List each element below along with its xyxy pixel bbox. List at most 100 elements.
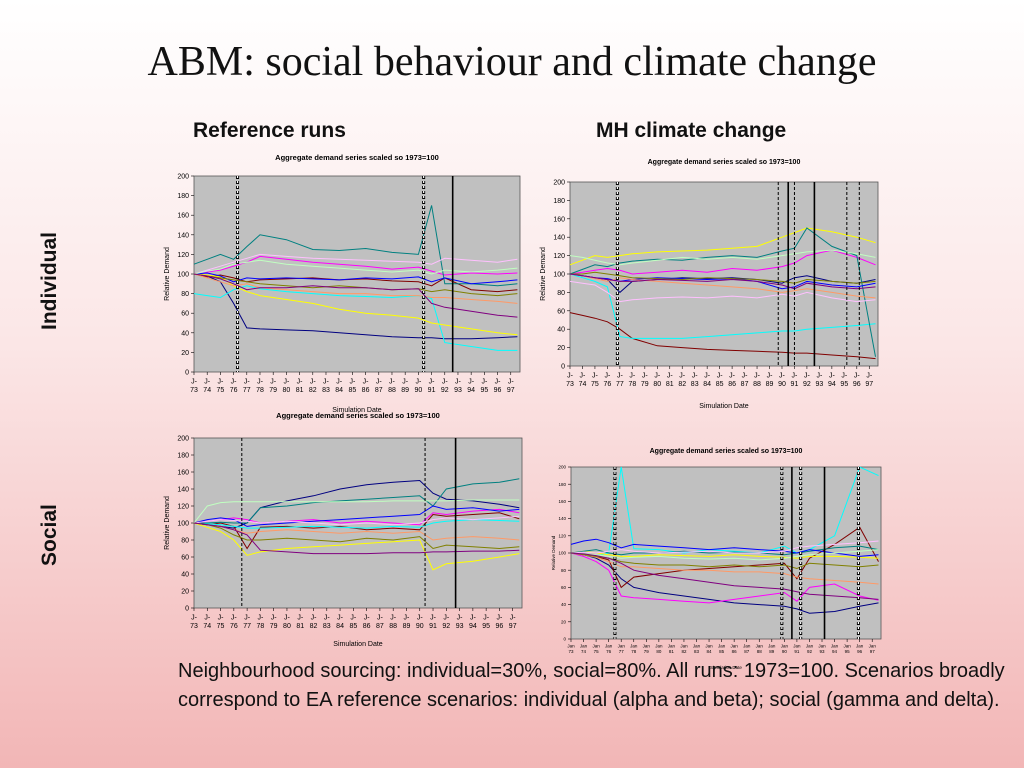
x-tick-label-top: J- bbox=[854, 372, 861, 379]
x-tick-label-top: J- bbox=[337, 614, 344, 621]
series-line bbox=[569, 280, 876, 303]
x-tick-label: 85 bbox=[348, 387, 356, 394]
x-tick-label-top: J- bbox=[271, 614, 278, 621]
x-tick-label-top: J- bbox=[510, 614, 517, 621]
x-tick-label-top: Jan bbox=[580, 643, 588, 648]
x-tick-label-top: Jan bbox=[768, 643, 776, 648]
slide-title: ABM: social behaviour and climate change bbox=[147, 39, 877, 85]
x-tick-label: 73 bbox=[190, 623, 198, 630]
x-tick-label-top: Jan bbox=[806, 643, 814, 648]
series-line bbox=[193, 205, 518, 287]
x-tick-label-top: J- bbox=[231, 378, 238, 385]
x-tick-label: 83 bbox=[691, 381, 699, 388]
chart-mh-individual: Aggregate demand series scaled so 1973=1… bbox=[510, 152, 880, 412]
y-tick-label: 200 bbox=[553, 179, 565, 186]
x-tick-label: 90 bbox=[416, 623, 424, 630]
x-tick-label: 92 bbox=[803, 381, 811, 388]
chart-svg: Aggregate demand series scaled so 1973=1… bbox=[164, 153, 521, 414]
x-tick-label: 79 bbox=[641, 381, 649, 388]
x-tick-label: 76 bbox=[604, 381, 612, 388]
x-tick-label: 94 bbox=[828, 381, 836, 388]
x-tick-label-top: J- bbox=[829, 372, 836, 379]
x-tick-label-top: J- bbox=[377, 614, 384, 621]
x-tick-label-top: J- bbox=[483, 614, 490, 621]
x-tick-label-top: Jan bbox=[705, 643, 713, 648]
x-tick-label-top: Jan bbox=[655, 643, 663, 648]
chart-title: Aggregate demand series scaled so 1973=1… bbox=[275, 153, 439, 162]
x-tick-label-top: Jan bbox=[643, 643, 651, 648]
row-header-social: Social bbox=[38, 504, 61, 566]
y-tick-label: 200 bbox=[177, 173, 189, 180]
y-tick-label: 180 bbox=[177, 193, 189, 200]
x-tick-label: 96 bbox=[857, 649, 863, 654]
x-tick-label-top: Jan bbox=[605, 643, 613, 648]
column-header-reference-runs: Reference runs bbox=[193, 119, 346, 142]
x-tick-label-top: J- bbox=[841, 372, 848, 379]
x-tick-label-top: J- bbox=[667, 372, 674, 379]
x-tick-label: 84 bbox=[707, 649, 713, 654]
x-axis-label: Simulation Date bbox=[332, 407, 382, 414]
series-line bbox=[193, 273, 518, 297]
x-tick-label: 85 bbox=[716, 381, 724, 388]
x-tick-label: 97 bbox=[507, 387, 515, 394]
x-tick-label-top: Jan bbox=[668, 643, 676, 648]
y-tick-label: 40 bbox=[557, 327, 565, 334]
y-tick-label: 120 bbox=[553, 253, 565, 260]
x-tick-label-top: J- bbox=[592, 372, 599, 379]
x-tick-label: 91 bbox=[791, 381, 799, 388]
x-tick-label-top: J- bbox=[481, 378, 488, 385]
y-tick-label: 100 bbox=[558, 551, 566, 556]
x-tick-label: 93 bbox=[820, 649, 826, 654]
x-tick-label-top: J- bbox=[323, 378, 330, 385]
x-tick-label-top: J- bbox=[324, 614, 331, 621]
x-tick-label: 87 bbox=[744, 649, 750, 654]
x-tick-label: 86 bbox=[362, 387, 370, 394]
y-axis-label: Relative Demand bbox=[164, 496, 171, 550]
y-tick-label: 160 bbox=[177, 469, 189, 476]
x-tick-label: 92 bbox=[442, 623, 450, 630]
y-tick-label: 100 bbox=[177, 271, 189, 278]
series-line bbox=[193, 253, 518, 275]
x-tick-label: 83 bbox=[323, 623, 331, 630]
x-tick-label-top: J- bbox=[402, 378, 409, 385]
x-tick-label: 81 bbox=[669, 649, 675, 654]
y-tick-label: 160 bbox=[553, 216, 565, 223]
x-tick-label-top: J- bbox=[349, 378, 356, 385]
y-tick-label: 40 bbox=[561, 602, 567, 607]
x-tick-label: 84 bbox=[335, 387, 343, 394]
x-tick-label: 85 bbox=[349, 623, 357, 630]
x-tick-label-top: Jan bbox=[831, 643, 839, 648]
x-tick-label-top: J- bbox=[754, 372, 761, 379]
x-tick-label: 81 bbox=[296, 387, 304, 394]
x-tick-label-top: Jan bbox=[818, 643, 826, 648]
x-tick-label: 78 bbox=[628, 381, 636, 388]
x-tick-label-top: J- bbox=[508, 378, 514, 385]
y-tick-label: 80 bbox=[181, 291, 189, 298]
x-tick-label-top: J- bbox=[284, 614, 291, 621]
y-tick-label: 80 bbox=[557, 290, 565, 297]
x-axis-label: Simulation Date bbox=[710, 665, 742, 670]
x-tick-label: 77 bbox=[243, 387, 251, 394]
x-tick-label-top: J- bbox=[604, 372, 611, 379]
x-tick-label: 96 bbox=[494, 387, 502, 394]
x-tick-label-top: J- bbox=[244, 614, 251, 621]
x-tick-label-top: J- bbox=[617, 372, 624, 379]
x-tick-label-top: J- bbox=[429, 378, 436, 385]
x-tick-label: 80 bbox=[282, 387, 290, 394]
x-tick-label: 88 bbox=[388, 387, 396, 394]
y-tick-label: 40 bbox=[181, 571, 189, 578]
x-tick-label-top: Jan bbox=[567, 643, 575, 648]
x-tick-label-top: J- bbox=[729, 372, 736, 379]
y-tick-label: 60 bbox=[181, 554, 189, 561]
x-tick-label-top: J- bbox=[580, 372, 587, 379]
series-line bbox=[569, 249, 876, 275]
x-tick-label-top: J- bbox=[310, 378, 317, 385]
x-tick-label: 94 bbox=[467, 387, 475, 394]
x-tick-label: 88 bbox=[757, 649, 763, 654]
x-tick-label-top: J- bbox=[866, 372, 873, 379]
x-tick-label-top: J- bbox=[257, 614, 264, 621]
x-tick-label-top: J- bbox=[816, 372, 823, 379]
x-tick-label-top: J- bbox=[244, 378, 251, 385]
series-line bbox=[569, 227, 876, 357]
x-tick-label-top: J- bbox=[297, 378, 304, 385]
